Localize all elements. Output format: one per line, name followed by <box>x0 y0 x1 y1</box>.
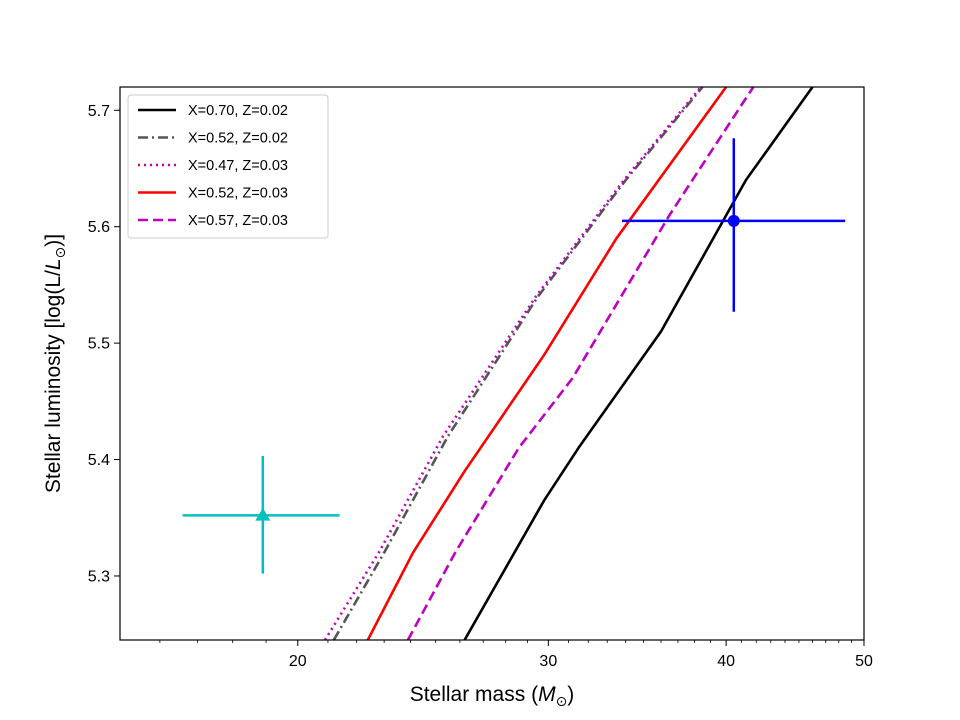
legend-box <box>127 94 329 239</box>
y-axis-label: Stellar luminosity [log(L/L⊙)] <box>42 234 68 493</box>
legend-label-5: X=0.57, Z=0.03 <box>188 213 288 229</box>
series-line-5 <box>406 87 755 640</box>
sun-icon: ⊙ <box>52 247 68 259</box>
y-axis-label-symbol: L <box>42 258 65 270</box>
legend-label-3: X=0.47, Z=0.03 <box>188 158 288 174</box>
series-line-1 <box>463 87 814 640</box>
y-tick-label-5: 5.7 <box>88 103 110 120</box>
legend-label-4: X=0.52, Z=0.03 <box>188 186 288 202</box>
x-tick-label-3: 40 <box>717 653 735 670</box>
y-tick-label-3: 5.5 <box>88 336 110 353</box>
y-tick-label-4: 5.6 <box>88 219 110 236</box>
marker-1 <box>727 214 740 227</box>
y-axis-label-close: )] <box>42 234 65 247</box>
series-line-3 <box>323 87 702 640</box>
axis-labels: Stellar mass (M⊙) Stellar luminosity [lo… <box>42 234 574 709</box>
plot-area <box>182 87 846 640</box>
x-tick-label-4: 50 <box>855 653 873 670</box>
y-tick-label-1: 5.3 <box>88 568 110 585</box>
y-tick-label-2: 5.4 <box>88 452 110 469</box>
plot-frame <box>119 86 865 641</box>
axes: 20 30 40 50 5.3 5.4 5.5 5.6 5.7 <box>88 86 873 670</box>
series-line-4 <box>366 87 728 640</box>
data-point-2 <box>182 456 340 574</box>
x-axis-label-text: Stellar mass ( <box>410 683 538 706</box>
x-tick-label-1: 20 <box>289 653 307 670</box>
data-point-1 <box>622 138 846 312</box>
x-axis-label-symbol: M <box>538 683 556 706</box>
x-tick-label-2: 30 <box>539 653 557 670</box>
legend-label-2: X=0.52, Z=0.02 <box>188 131 288 147</box>
y-axis-label-text: Stellar luminosity [log(L/ <box>42 270 65 493</box>
legend-label-1: X=0.70, Z=0.02 <box>188 103 288 119</box>
series-line-2 <box>332 87 704 640</box>
legend: X=0.70, Z=0.02 X=0.52, Z=0.02 X=0.47, Z=0.… <box>127 94 329 239</box>
x-axis-label: Stellar mass (M⊙) <box>410 683 575 709</box>
sun-icon: ⊙ <box>556 693 568 709</box>
series-group <box>323 87 814 640</box>
x-axis-label-close: ) <box>567 683 574 706</box>
marker-2 <box>255 507 271 521</box>
